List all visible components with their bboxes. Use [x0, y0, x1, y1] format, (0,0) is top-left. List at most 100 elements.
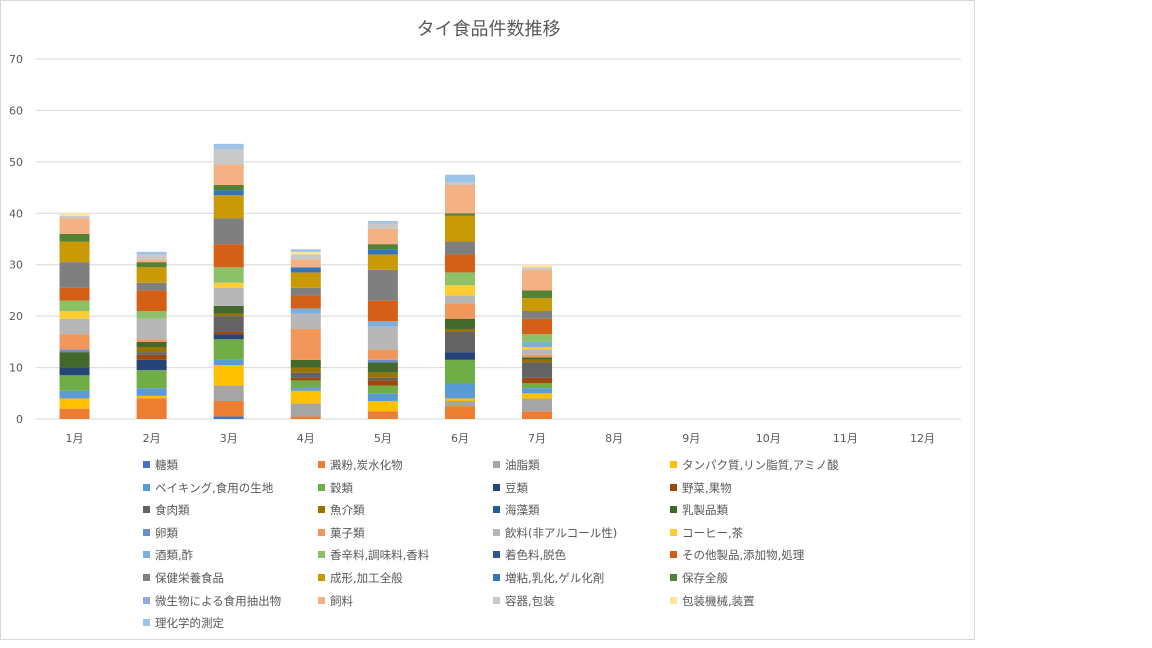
bar-segment	[522, 264, 553, 268]
legend-label: 増粘,乳化,ゲル化剤	[505, 571, 605, 585]
x-tick-label: 9月	[682, 432, 700, 445]
bar-segment	[59, 408, 90, 419]
legend-swatch	[143, 574, 150, 581]
bar-segment	[59, 334, 90, 350]
bar-segment	[59, 352, 90, 368]
x-tick-label: 10月	[756, 432, 781, 445]
legend-item: 増粘,乳化,ゲル化剤	[493, 570, 604, 586]
legend-label: 成形,加工全般	[330, 571, 403, 585]
x-tick-label: 4月	[297, 432, 315, 445]
bar-segment	[136, 262, 167, 268]
legend-item: 卵類	[143, 525, 178, 541]
bar-segment	[367, 326, 398, 350]
bar-segment	[59, 241, 90, 263]
legend-item: 成形,加工全般	[318, 570, 403, 586]
bar-segment	[59, 287, 90, 301]
bar-segment	[59, 233, 90, 242]
bar-segment	[522, 290, 553, 299]
bar-segment	[367, 385, 398, 394]
bar-segment	[522, 411, 553, 419]
legend-swatch	[318, 551, 325, 559]
bar-segment	[136, 347, 167, 353]
bar-segment	[444, 331, 475, 353]
x-tick-label: 5月	[374, 432, 392, 445]
x-tick-label: 3月	[220, 432, 238, 445]
legend-item: 理化学的測定	[143, 615, 224, 631]
legend-swatch	[493, 483, 500, 491]
y-tick-label: 10	[9, 362, 23, 375]
legend-label: 穀類	[330, 480, 353, 495]
bar-segment	[136, 267, 167, 283]
y-tick-label: 70	[9, 53, 23, 66]
legend-label: 包装機械,装置	[682, 593, 755, 608]
bar-segment	[59, 213, 90, 216]
bar-segment	[367, 411, 398, 419]
legend-swatch	[143, 619, 150, 627]
bar-segment	[444, 303, 475, 319]
bar-segment	[444, 182, 475, 185]
bar-segment	[290, 295, 321, 309]
legend-swatch	[670, 506, 677, 514]
legend-label: 保存全般	[682, 571, 728, 585]
bar-segment	[213, 385, 244, 401]
bar-segment	[59, 311, 90, 319]
bar-segment	[522, 398, 553, 412]
legend-swatch	[143, 461, 150, 468]
legend-swatch	[318, 596, 325, 604]
legend-label: その他製品,添加物,処理	[682, 548, 805, 563]
bar-segment	[444, 329, 475, 332]
bar-segment	[367, 393, 398, 401]
legend-item: 魚介類	[318, 502, 365, 518]
bar-segment	[290, 416, 321, 419]
bar-segment	[522, 269, 553, 291]
x-tick-label: 7月	[528, 432, 546, 445]
legend-swatch	[670, 461, 677, 468]
bar-segment	[59, 367, 90, 376]
bar-segment	[444, 185, 475, 214]
bar-segment	[522, 377, 553, 383]
bar-segment	[367, 223, 398, 229]
legend-swatch	[670, 551, 677, 559]
bar-segment	[444, 241, 475, 255]
legend-item: 保健栄養食品	[143, 570, 224, 586]
bar-segment	[290, 359, 321, 368]
bar-segment	[367, 359, 398, 363]
legend-label: 野菜,果物	[682, 480, 732, 495]
legend-swatch	[143, 551, 150, 559]
bar-segment	[522, 388, 553, 394]
legend-item: 菓子類	[318, 525, 365, 541]
legend-item: 香辛料,調味料,香料	[318, 547, 429, 563]
bar-segment	[59, 375, 90, 391]
legend-label: ベイキング,食用の生地	[155, 480, 274, 495]
bar-segment	[290, 390, 321, 404]
bar-segment	[59, 398, 90, 409]
x-tick-label: 12月	[910, 432, 935, 445]
y-tick-label: 40	[9, 207, 23, 220]
bar-segment	[444, 406, 475, 419]
bar-segment	[367, 300, 398, 322]
bar-segment	[522, 357, 553, 360]
bar-segment	[290, 372, 321, 378]
gridlines	[36, 58, 961, 420]
bar-segment	[444, 383, 475, 399]
legend-swatch	[493, 551, 500, 559]
bar-segment	[213, 305, 244, 314]
bar-segment	[444, 295, 475, 304]
bar-segment	[367, 244, 398, 250]
y-tick-label: 50	[9, 156, 23, 169]
bar-segment	[522, 393, 553, 399]
bar-segment	[367, 401, 398, 412]
bar-segment	[444, 352, 475, 360]
bar-segment	[213, 334, 244, 340]
bar-segment	[290, 251, 321, 255]
bar-segment	[136, 352, 167, 355]
legend-swatch	[493, 596, 500, 604]
y-tick-label: 20	[9, 310, 23, 323]
legend-label: 保健栄養食品	[155, 571, 224, 585]
bar-segment	[59, 390, 90, 399]
bar-segment	[213, 359, 244, 365]
legend-label: 飲料(非アルコール性)	[505, 525, 618, 540]
bar-segment	[213, 282, 244, 288]
legend-swatch	[670, 596, 677, 604]
x-tick-label: 8月	[605, 432, 623, 445]
